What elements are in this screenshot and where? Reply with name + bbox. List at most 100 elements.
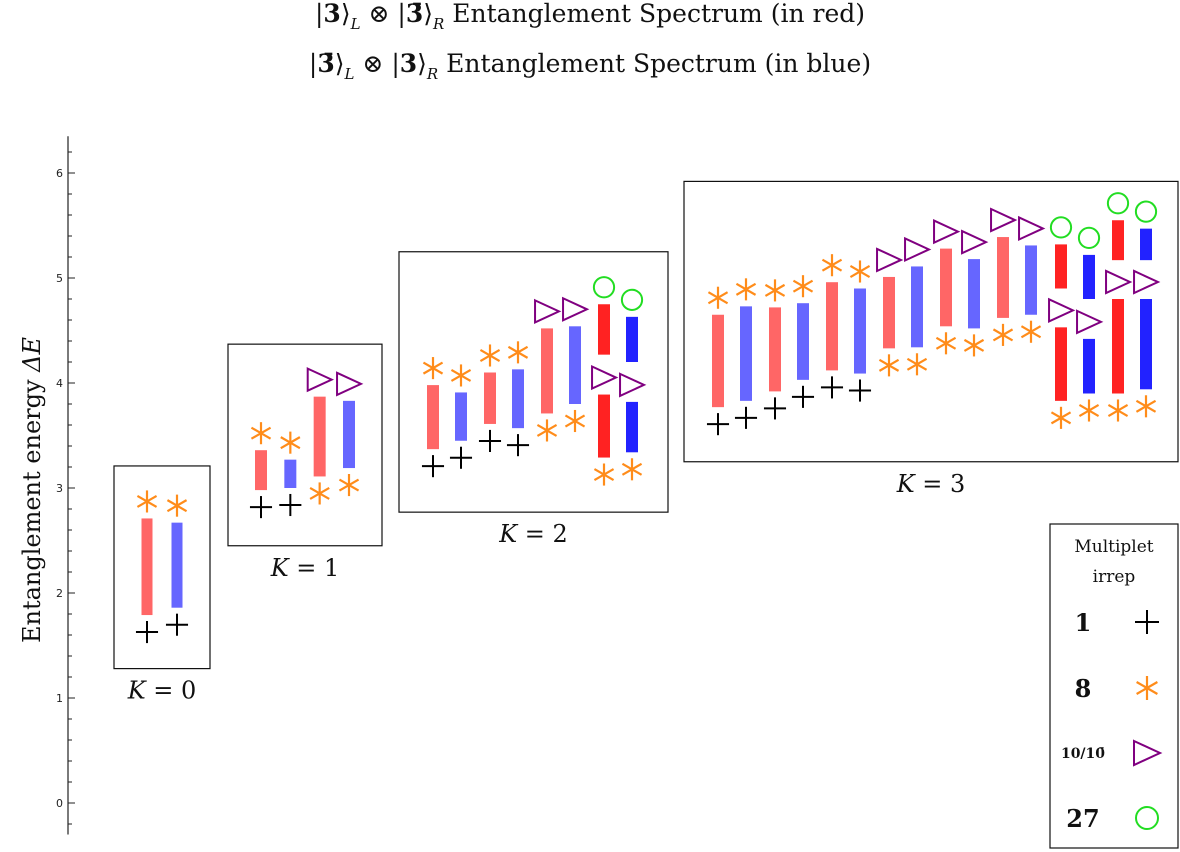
marker-shape <box>306 367 335 393</box>
group-box <box>227 343 383 547</box>
marker-stroke <box>849 265 871 278</box>
spectrum-bar <box>284 459 297 488</box>
marker-stroke <box>906 357 928 371</box>
spectrum-bar <box>455 392 467 441</box>
marker-shape <box>592 276 616 299</box>
marker-stroke <box>707 291 729 305</box>
marker-stroke <box>1107 404 1129 417</box>
y-tick-label: 5 <box>56 272 63 285</box>
marker-asterisk <box>536 419 558 442</box>
marker-circle <box>620 288 644 311</box>
marker-shape <box>1048 297 1076 323</box>
group-box <box>113 465 211 670</box>
marker-asterisk <box>621 458 643 481</box>
spectrum-bar <box>1025 245 1037 315</box>
marker-shape <box>904 236 932 263</box>
marker-asterisk <box>1020 320 1042 343</box>
marker-shape <box>1077 226 1101 250</box>
marker-triangle <box>591 364 619 391</box>
marker-stroke <box>1078 404 1100 417</box>
marker-asterisk <box>792 275 814 298</box>
marker-circle <box>1049 216 1073 239</box>
spectrum-bar <box>171 522 183 608</box>
marker-asterisk <box>1135 395 1157 418</box>
legend-entry: 27 <box>1066 804 1159 833</box>
spectrum-bar <box>255 450 267 491</box>
marker-circle <box>1077 226 1101 250</box>
marker-shape <box>336 371 364 397</box>
marker-stroke <box>963 338 985 352</box>
spectrum-bar <box>1083 338 1095 394</box>
y-axis: 0 1 2 3 4 5 6 <box>56 136 75 835</box>
marker-shape <box>1076 309 1104 335</box>
marker-asterisk <box>764 279 786 302</box>
group-label: K = 2 <box>498 520 568 548</box>
marker-circle <box>1106 192 1130 215</box>
marker-stroke <box>507 345 529 359</box>
spectrum-bar <box>1055 327 1067 401</box>
marker-plus <box>506 434 530 457</box>
marker-asterisk <box>935 332 957 355</box>
spectrum-bar <box>484 372 496 424</box>
y-axis-label: Entanglement energy ΔE <box>18 336 46 643</box>
marker-stroke <box>536 423 558 437</box>
spectrum-groups: K = 0 K = 1 K = 2 K = 3 <box>113 180 1179 705</box>
marker-shape <box>876 247 904 273</box>
marker-stroke <box>1135 399 1157 413</box>
legend-title: Multiplet <box>1074 537 1153 557</box>
marker-asterisk <box>1078 399 1100 422</box>
marker-asterisk <box>593 463 615 486</box>
marker-shape <box>1133 739 1163 767</box>
marker-plus <box>706 413 730 436</box>
marker-shape <box>1018 215 1046 242</box>
marker-stroke <box>878 358 900 372</box>
marker-asterisk <box>992 323 1014 346</box>
marker-asterisk <box>878 354 900 377</box>
spectrum-bar <box>968 259 980 329</box>
marker-asterisk <box>1050 406 1072 429</box>
chart-title: |3⟩L ⊗ |3̄⟩R Entanglement Spectrum (in r… <box>309 0 871 83</box>
marker-asterisk <box>821 254 843 277</box>
marker-triangle <box>619 372 647 398</box>
marker-stroke <box>422 361 444 375</box>
spectrum-bar <box>911 266 923 348</box>
marker-circle <box>1134 200 1158 223</box>
title-line-1: |3⟩L ⊗ |3̄⟩R Entanglement Spectrum (in r… <box>315 0 865 33</box>
marker-plus <box>279 493 302 517</box>
spectrum-bar <box>712 314 724 408</box>
spectrum-bar <box>313 396 326 477</box>
marker-shape <box>1105 269 1133 295</box>
marker-shape <box>562 296 590 322</box>
marker-asterisk <box>338 474 360 497</box>
marker-asterisk <box>963 334 985 357</box>
legend-entry: 8 <box>1075 674 1158 703</box>
marker-stroke <box>735 282 757 296</box>
marker-plus <box>848 379 872 402</box>
marker-shape <box>1135 806 1159 830</box>
marker-shape <box>619 372 647 398</box>
marker-shape <box>961 229 989 255</box>
marker-stroke <box>821 258 843 272</box>
marker-plus <box>478 429 502 452</box>
y-tick-label: 0 <box>56 797 63 810</box>
marker-circle <box>592 276 616 299</box>
y-tick-label: 4 <box>56 377 63 390</box>
marker-shape <box>591 364 619 391</box>
marker-asterisk <box>136 490 158 513</box>
spectrum-group: K = 3 <box>683 180 1179 498</box>
marker-shape <box>933 218 961 245</box>
marker-asterisk <box>707 286 729 309</box>
spectrum-bar <box>940 248 952 327</box>
marker-stroke <box>450 368 472 382</box>
y-tick-label: 3 <box>56 482 63 495</box>
spectrum-bar <box>569 326 581 404</box>
spectrum-bar <box>997 237 1009 318</box>
marker-plus <box>449 446 473 469</box>
marker-triangle <box>534 298 562 325</box>
marker-shape <box>1106 192 1130 215</box>
marker-triangle <box>933 218 961 245</box>
marker-stroke <box>1050 411 1072 425</box>
marker-stroke <box>935 336 957 350</box>
legend-box <box>1049 523 1179 849</box>
legend-entry: 1 <box>1075 608 1159 637</box>
